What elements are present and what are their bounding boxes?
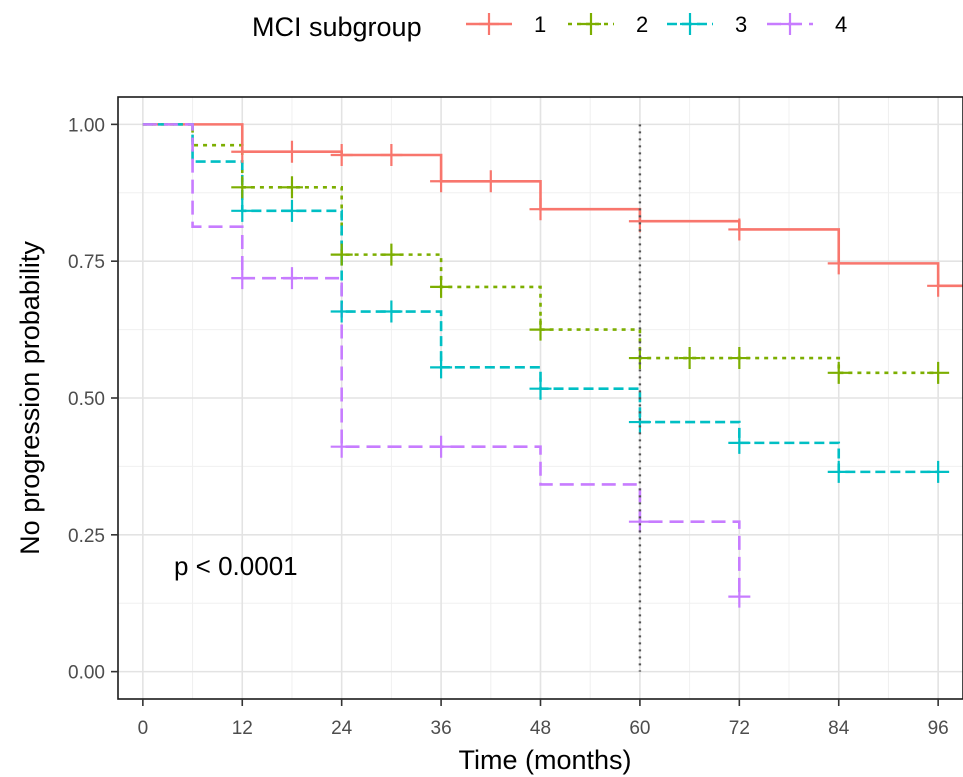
x-tick-label: 84 xyxy=(828,718,850,739)
legend-label-4: 4 xyxy=(835,12,847,37)
censor-mark-1 xyxy=(231,140,254,163)
y-tick-label: 0.50 xyxy=(68,389,105,410)
censor-mark-3 xyxy=(529,377,552,400)
y-tick-label: 1.00 xyxy=(68,115,105,136)
x-tick-label: 0 xyxy=(138,718,149,739)
censor-mark-2 xyxy=(330,243,353,266)
x-tick-label: 12 xyxy=(232,718,253,739)
censor-mark-4 xyxy=(330,435,353,458)
series-line-3 xyxy=(142,123,939,474)
censor-mark-3 xyxy=(330,300,353,323)
censor-marks xyxy=(231,140,950,608)
y-tick-label: 0.25 xyxy=(68,526,105,547)
x-axis: 0 12 24 36 48 60 72 84 96 xyxy=(138,699,949,739)
legend-key-marker-2 xyxy=(581,13,601,35)
censor-mark-3 xyxy=(628,411,651,434)
series-line-1 xyxy=(142,123,963,288)
censor-mark-4 xyxy=(231,267,254,290)
x-tick-label: 36 xyxy=(431,718,452,739)
censor-mark-2 xyxy=(628,347,651,370)
censor-mark-2 xyxy=(280,176,303,199)
censor-mark-1 xyxy=(479,170,502,193)
censor-mark-3 xyxy=(430,356,453,379)
x-tick-label: 48 xyxy=(530,718,551,739)
censor-mark-1 xyxy=(628,210,651,233)
censor-mark-2 xyxy=(728,347,751,370)
y-axis-title: No progression probability xyxy=(15,241,45,555)
x-tick-label: 72 xyxy=(729,718,750,739)
censor-mark-1 xyxy=(330,144,353,167)
censor-mark-1 xyxy=(927,274,950,297)
x-tick-label: 24 xyxy=(331,718,353,739)
censor-mark-1 xyxy=(430,170,453,193)
censor-mark-2 xyxy=(678,347,701,370)
censor-mark-2 xyxy=(430,275,453,298)
legend-key-marker-1 xyxy=(479,13,499,35)
legend-title: MCI subgroup xyxy=(252,12,422,42)
censor-mark-1 xyxy=(827,252,850,275)
censor-mark-3 xyxy=(380,300,403,323)
censor-mark-3 xyxy=(280,199,303,222)
censor-mark-3 xyxy=(231,199,254,222)
censor-mark-1 xyxy=(728,218,751,241)
legend-key-marker-4 xyxy=(780,13,800,35)
censor-mark-2 xyxy=(380,243,403,266)
censor-mark-1 xyxy=(529,198,552,221)
censor-mark-4 xyxy=(728,585,751,608)
censor-mark-2 xyxy=(827,361,850,384)
y-tick-label: 0.00 xyxy=(68,663,105,684)
p-value-annotation: p < 0.0001 xyxy=(174,551,298,581)
censor-mark-1 xyxy=(380,144,403,167)
censor-mark-2 xyxy=(529,318,552,341)
x-tick-label: 60 xyxy=(629,718,650,739)
legend: MCI subgroup 1 2 3 4 xyxy=(252,12,847,42)
censor-mark-3 xyxy=(827,460,850,483)
legend-label-3: 3 xyxy=(735,12,747,37)
x-axis-title: Time (months) xyxy=(458,745,631,775)
legend-key-marker-3 xyxy=(680,13,700,35)
legend-label-1: 1 xyxy=(534,12,546,37)
censor-mark-4 xyxy=(628,510,651,533)
censor-mark-1 xyxy=(280,140,303,163)
censor-mark-3 xyxy=(927,460,950,483)
y-axis: 0.00 0.25 0.50 0.75 1.00 xyxy=(68,115,118,684)
legend-label-2: 2 xyxy=(636,12,648,37)
censor-mark-2 xyxy=(927,361,950,384)
censor-mark-4 xyxy=(430,435,453,458)
censor-mark-4 xyxy=(280,267,303,290)
x-tick-label: 96 xyxy=(928,718,949,739)
y-tick-label: 0.75 xyxy=(68,252,105,273)
censor-mark-2 xyxy=(231,176,254,199)
censor-mark-3 xyxy=(728,431,751,454)
